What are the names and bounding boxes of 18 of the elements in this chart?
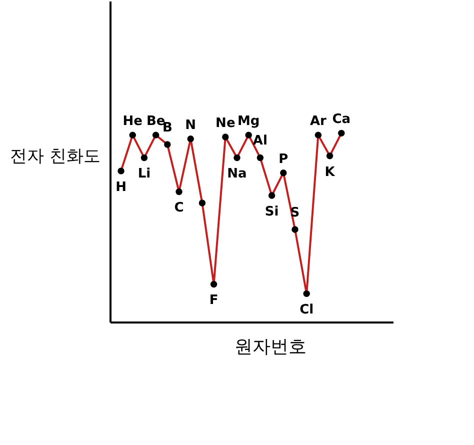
x-tick-label: Ar xyxy=(310,114,328,130)
x-tick-label: K xyxy=(324,164,336,180)
x-tick-label: Al xyxy=(252,134,268,149)
x-tick-label: He xyxy=(122,114,143,130)
x-tick-label: N xyxy=(185,118,196,133)
x-axis-title: 원자번호 xyxy=(234,336,306,358)
y-axis-title: 전자 친화도 xyxy=(10,146,100,166)
x-tick-label: Ca xyxy=(332,112,351,128)
x-tick-label: Si xyxy=(264,204,279,220)
x-tick-label: P xyxy=(278,152,288,167)
x-tick-label: Mg xyxy=(237,114,260,130)
x-tick-label: H xyxy=(116,180,126,195)
x-tick-label: Li xyxy=(138,166,151,182)
x-tick-label: C xyxy=(174,200,184,216)
x-tick-label: Na xyxy=(227,166,247,182)
x-tick-label: Ne xyxy=(216,116,236,131)
x-tick-label: Cl xyxy=(300,302,314,318)
x-tick-label: F xyxy=(209,293,218,308)
